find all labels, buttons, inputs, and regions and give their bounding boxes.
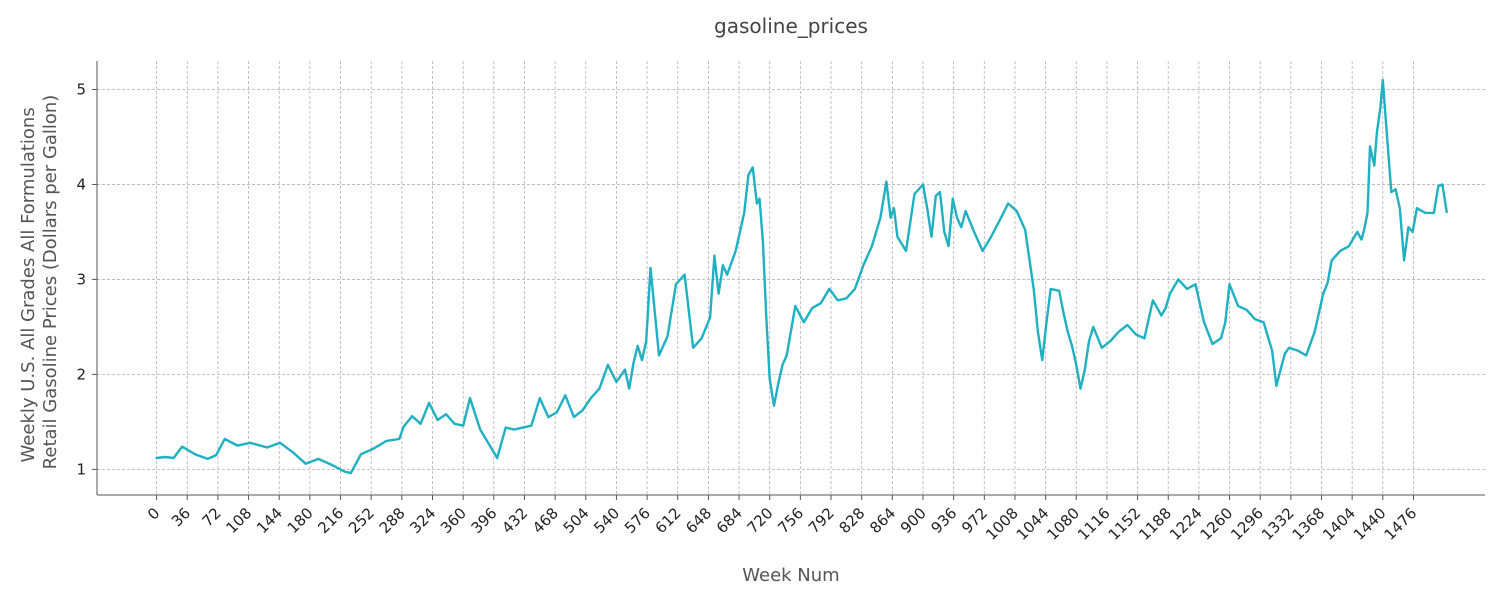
x-tick-label: 36: [168, 504, 194, 530]
x-tick-label: 396: [468, 504, 501, 537]
y-tick-label: 5: [76, 80, 86, 98]
y-tick-label: 2: [76, 365, 86, 383]
x-tick-label: 1404: [1319, 504, 1359, 544]
x-ticks: 0 36 7210814418021625228832436039643246850…: [144, 495, 1420, 544]
x-tick-label: 504: [560, 504, 593, 537]
x-tick-label: 1440: [1350, 504, 1390, 544]
x-tick-label: 1152: [1105, 504, 1145, 544]
x-tick-label: 1116: [1074, 504, 1114, 544]
x-tick-label: 1260: [1197, 504, 1237, 544]
chart-title: gasoline_prices: [714, 14, 868, 38]
x-tick-label: 864: [866, 504, 899, 537]
x-tick-label: 1044: [1013, 504, 1053, 544]
x-tick-label: 288: [376, 504, 409, 537]
x-tick-label: 72: [199, 504, 225, 530]
y-tick-label: 1: [76, 460, 86, 478]
x-tick-label: 324: [406, 504, 439, 537]
y-ticks: 1 2 3 4 5: [76, 80, 97, 478]
x-tick-label: 936: [927, 504, 960, 537]
x-tick-label: 0: [144, 504, 163, 523]
y-axis-label-line-1: Weekly U.S. All Grades All Formulations: [18, 107, 39, 462]
x-tick-label: 1476: [1381, 504, 1421, 544]
axes: [96, 61, 1485, 496]
x-axis-label: Week Num: [742, 565, 839, 586]
x-tick-label: 216: [314, 504, 347, 537]
x-tick-label: 612: [652, 504, 685, 537]
x-tick-label: 252: [345, 504, 378, 537]
x-tick-label: 468: [529, 504, 562, 537]
y-tick-label: 4: [76, 175, 86, 193]
x-tick-label: 1224: [1166, 504, 1206, 544]
x-tick-label: 1332: [1258, 504, 1298, 544]
x-tick-label: 648: [682, 504, 715, 537]
x-tick-label: 432: [498, 504, 531, 537]
x-tick-label: 540: [590, 504, 623, 537]
x-tick-label: 576: [621, 504, 654, 537]
x-tick-label: 1368: [1289, 504, 1329, 544]
y-axis-label: Weekly U.S. All Grades All Formulations …: [18, 95, 61, 470]
x-tick-label: 756: [774, 504, 807, 537]
x-tick-label: 900: [897, 504, 930, 537]
x-tick-label: 1296: [1227, 504, 1267, 544]
y-tick-label: 3: [76, 270, 86, 288]
x-tick-label: 720: [744, 504, 777, 537]
x-tick-label: 360: [437, 504, 470, 537]
x-tick-label: 180: [284, 504, 317, 537]
x-tick-label: 792: [805, 504, 838, 537]
x-tick-label: 828: [836, 504, 869, 537]
x-tick-label: 1188: [1135, 504, 1175, 544]
x-tick-label: 108: [222, 504, 255, 537]
y-axis-label-line-2: Retail Gasoline Prices (Dollars per Gall…: [40, 95, 61, 470]
series-line-0: [155, 78, 1448, 475]
x-tick-label: 144: [253, 504, 286, 537]
series-layer: [155, 78, 1448, 475]
grid-lines: [97, 61, 1485, 495]
x-tick-label: 1080: [1043, 504, 1083, 544]
x-tick-label: 1008: [982, 504, 1022, 544]
x-tick-label: 684: [713, 504, 746, 537]
